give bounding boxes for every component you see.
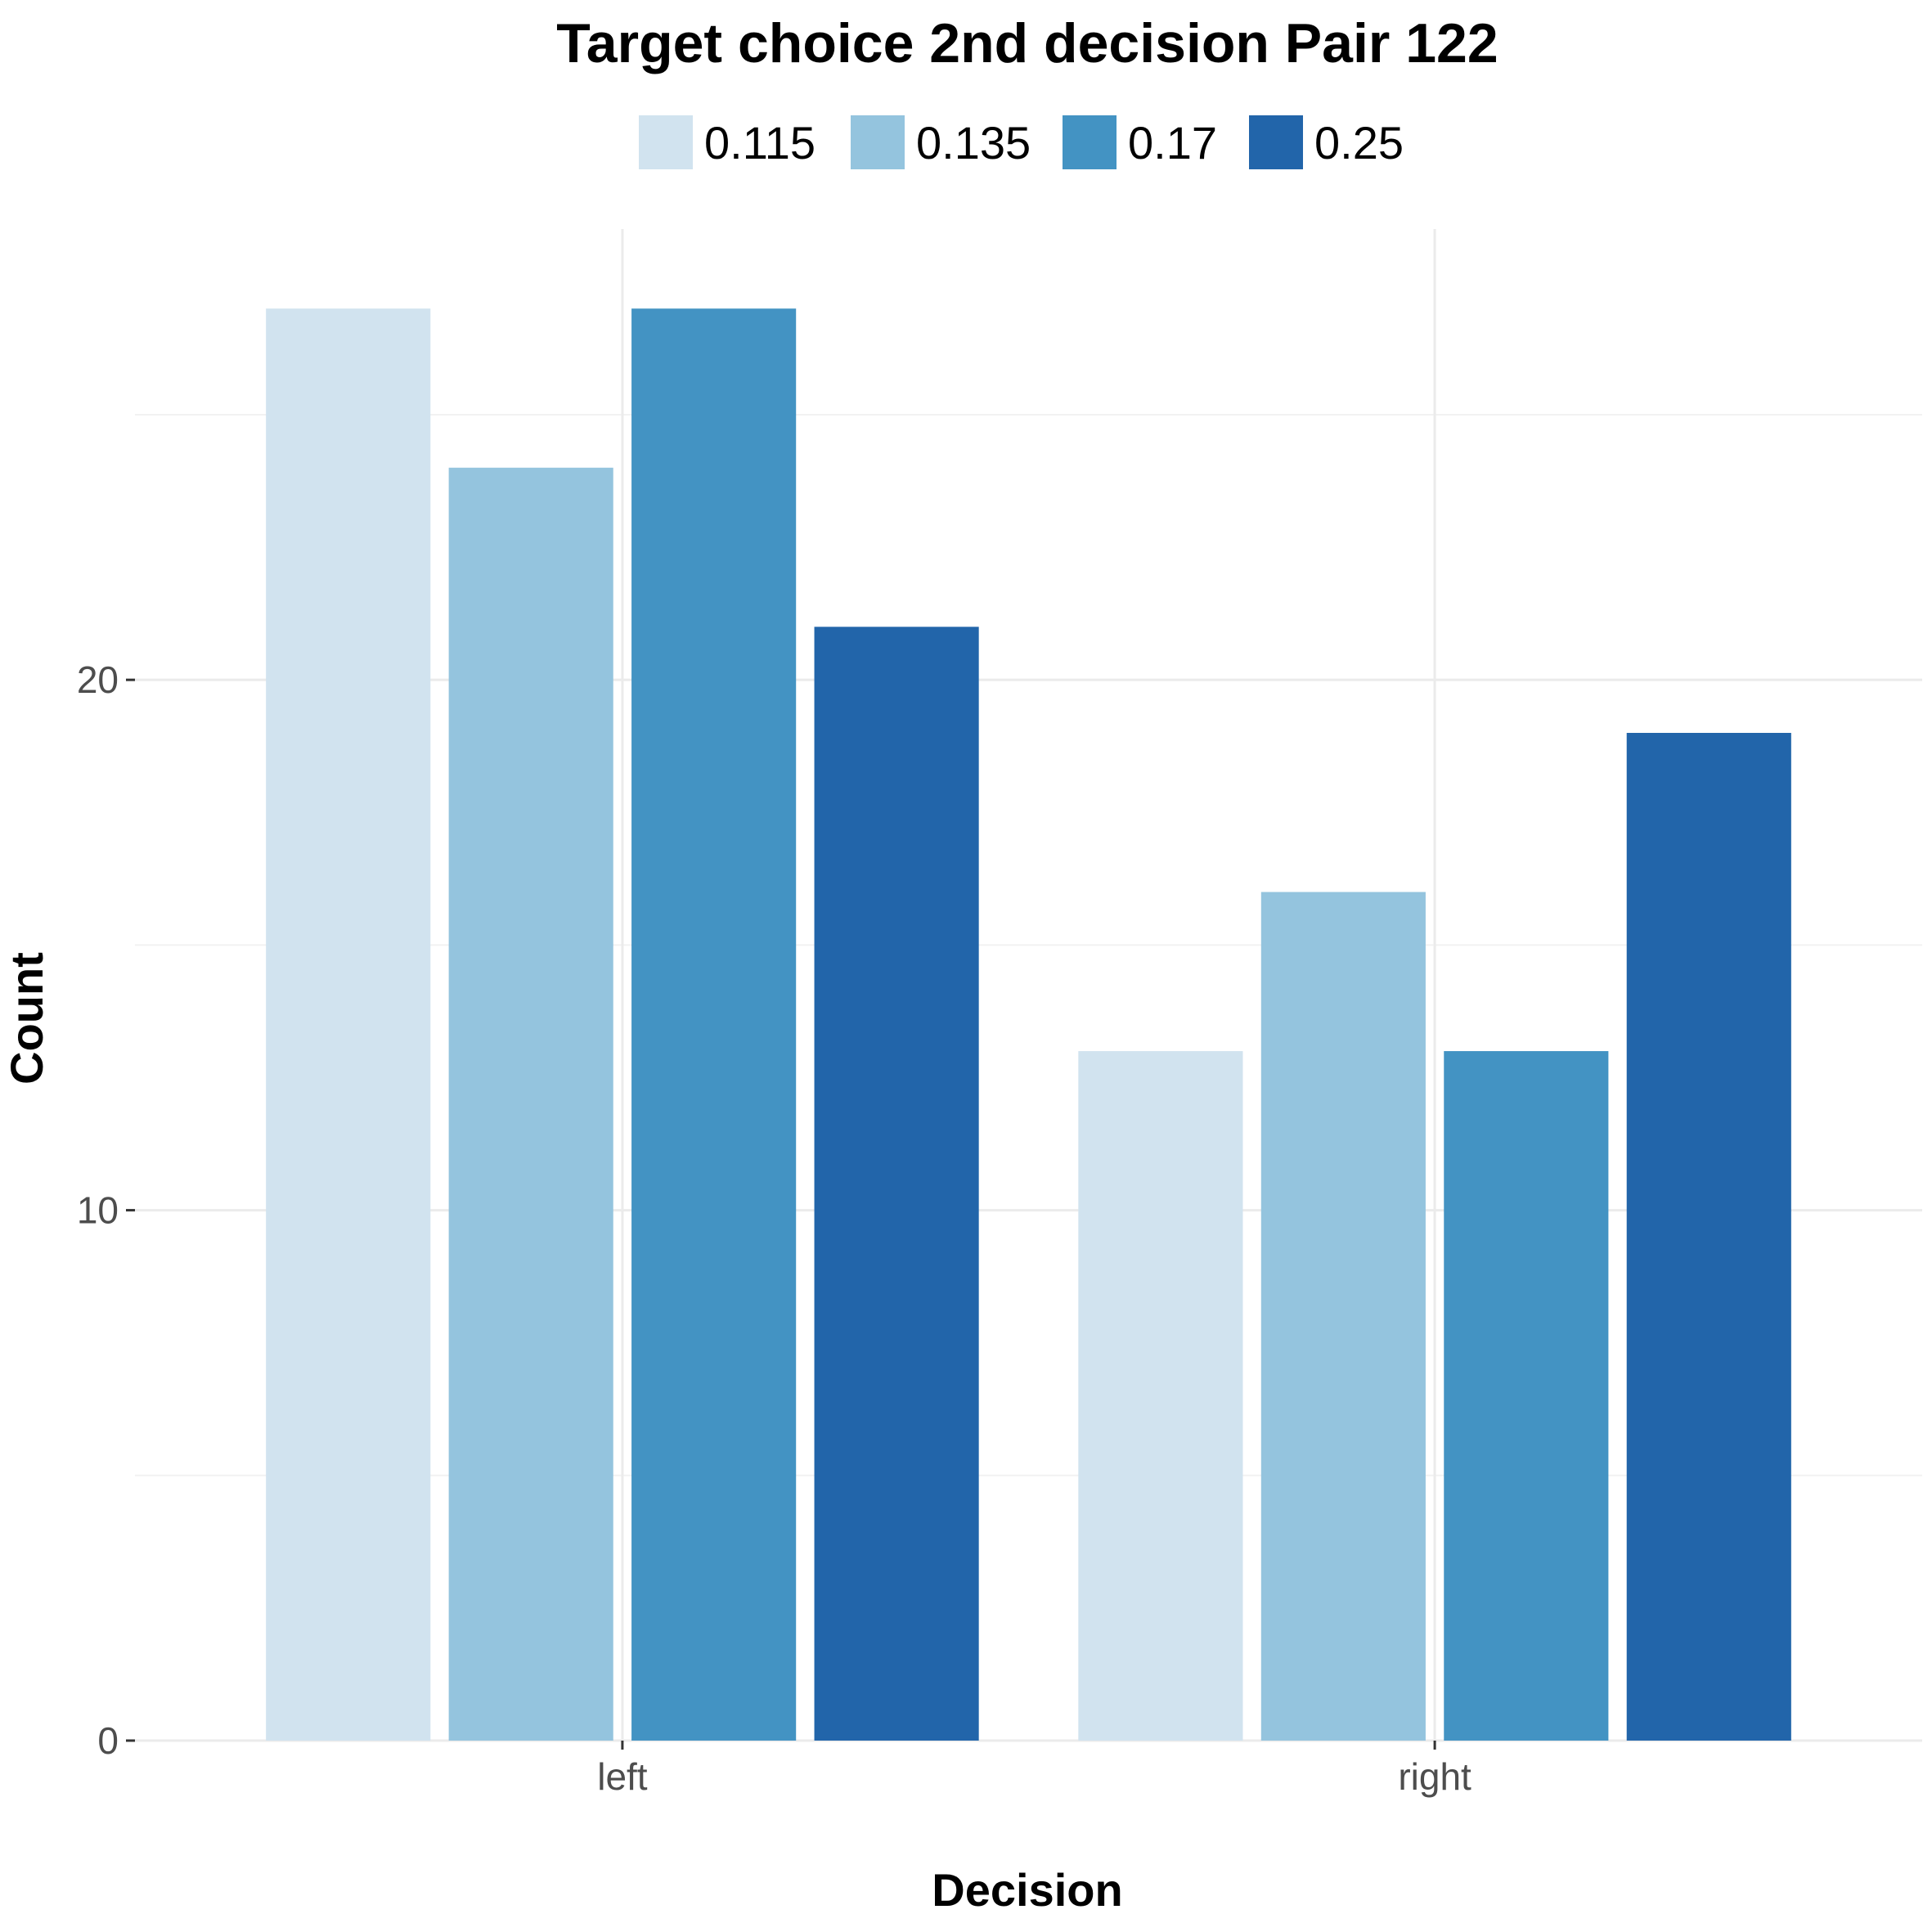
- legend-key-0.17: [1063, 115, 1117, 169]
- legend-label: 0.25: [1314, 117, 1404, 168]
- bars: [266, 308, 1791, 1741]
- y-tick-label: 10: [77, 1189, 119, 1232]
- legend-key-0.25: [1249, 115, 1303, 169]
- legend: 0.115 0.135 0.17 0.25: [639, 115, 1404, 169]
- bar-right-0.115: [1078, 1051, 1243, 1741]
- legend-key-0.135: [851, 115, 905, 169]
- bar-left-0.25: [814, 627, 979, 1741]
- x-tick-label: right: [1398, 1755, 1471, 1798]
- y-axis-title: Count: [1, 952, 52, 1085]
- x-tick-label: left: [597, 1755, 648, 1798]
- x-axis: left right: [597, 1741, 1471, 1798]
- bar-left-0.115: [266, 308, 431, 1741]
- legend-key-0.115: [639, 115, 693, 169]
- x-axis-title: Decision: [932, 1864, 1122, 1916]
- grid: [135, 229, 1922, 1742]
- bar-left-0.17: [631, 308, 797, 1741]
- chart-title: Target choice 2nd decision Pair 122: [556, 12, 1498, 74]
- bar-right-0.25: [1626, 733, 1791, 1741]
- bar-right-0.17: [1444, 1051, 1609, 1741]
- y-axis: 0 10 20: [77, 658, 135, 1762]
- legend-label: 0.135: [916, 117, 1031, 168]
- bar-left-0.135: [448, 467, 613, 1741]
- y-tick-label: 20: [77, 658, 119, 701]
- y-tick-label: 0: [97, 1719, 119, 1762]
- legend-label: 0.115: [704, 117, 815, 168]
- bar-right-0.135: [1260, 892, 1426, 1741]
- legend-label: 0.17: [1128, 117, 1217, 168]
